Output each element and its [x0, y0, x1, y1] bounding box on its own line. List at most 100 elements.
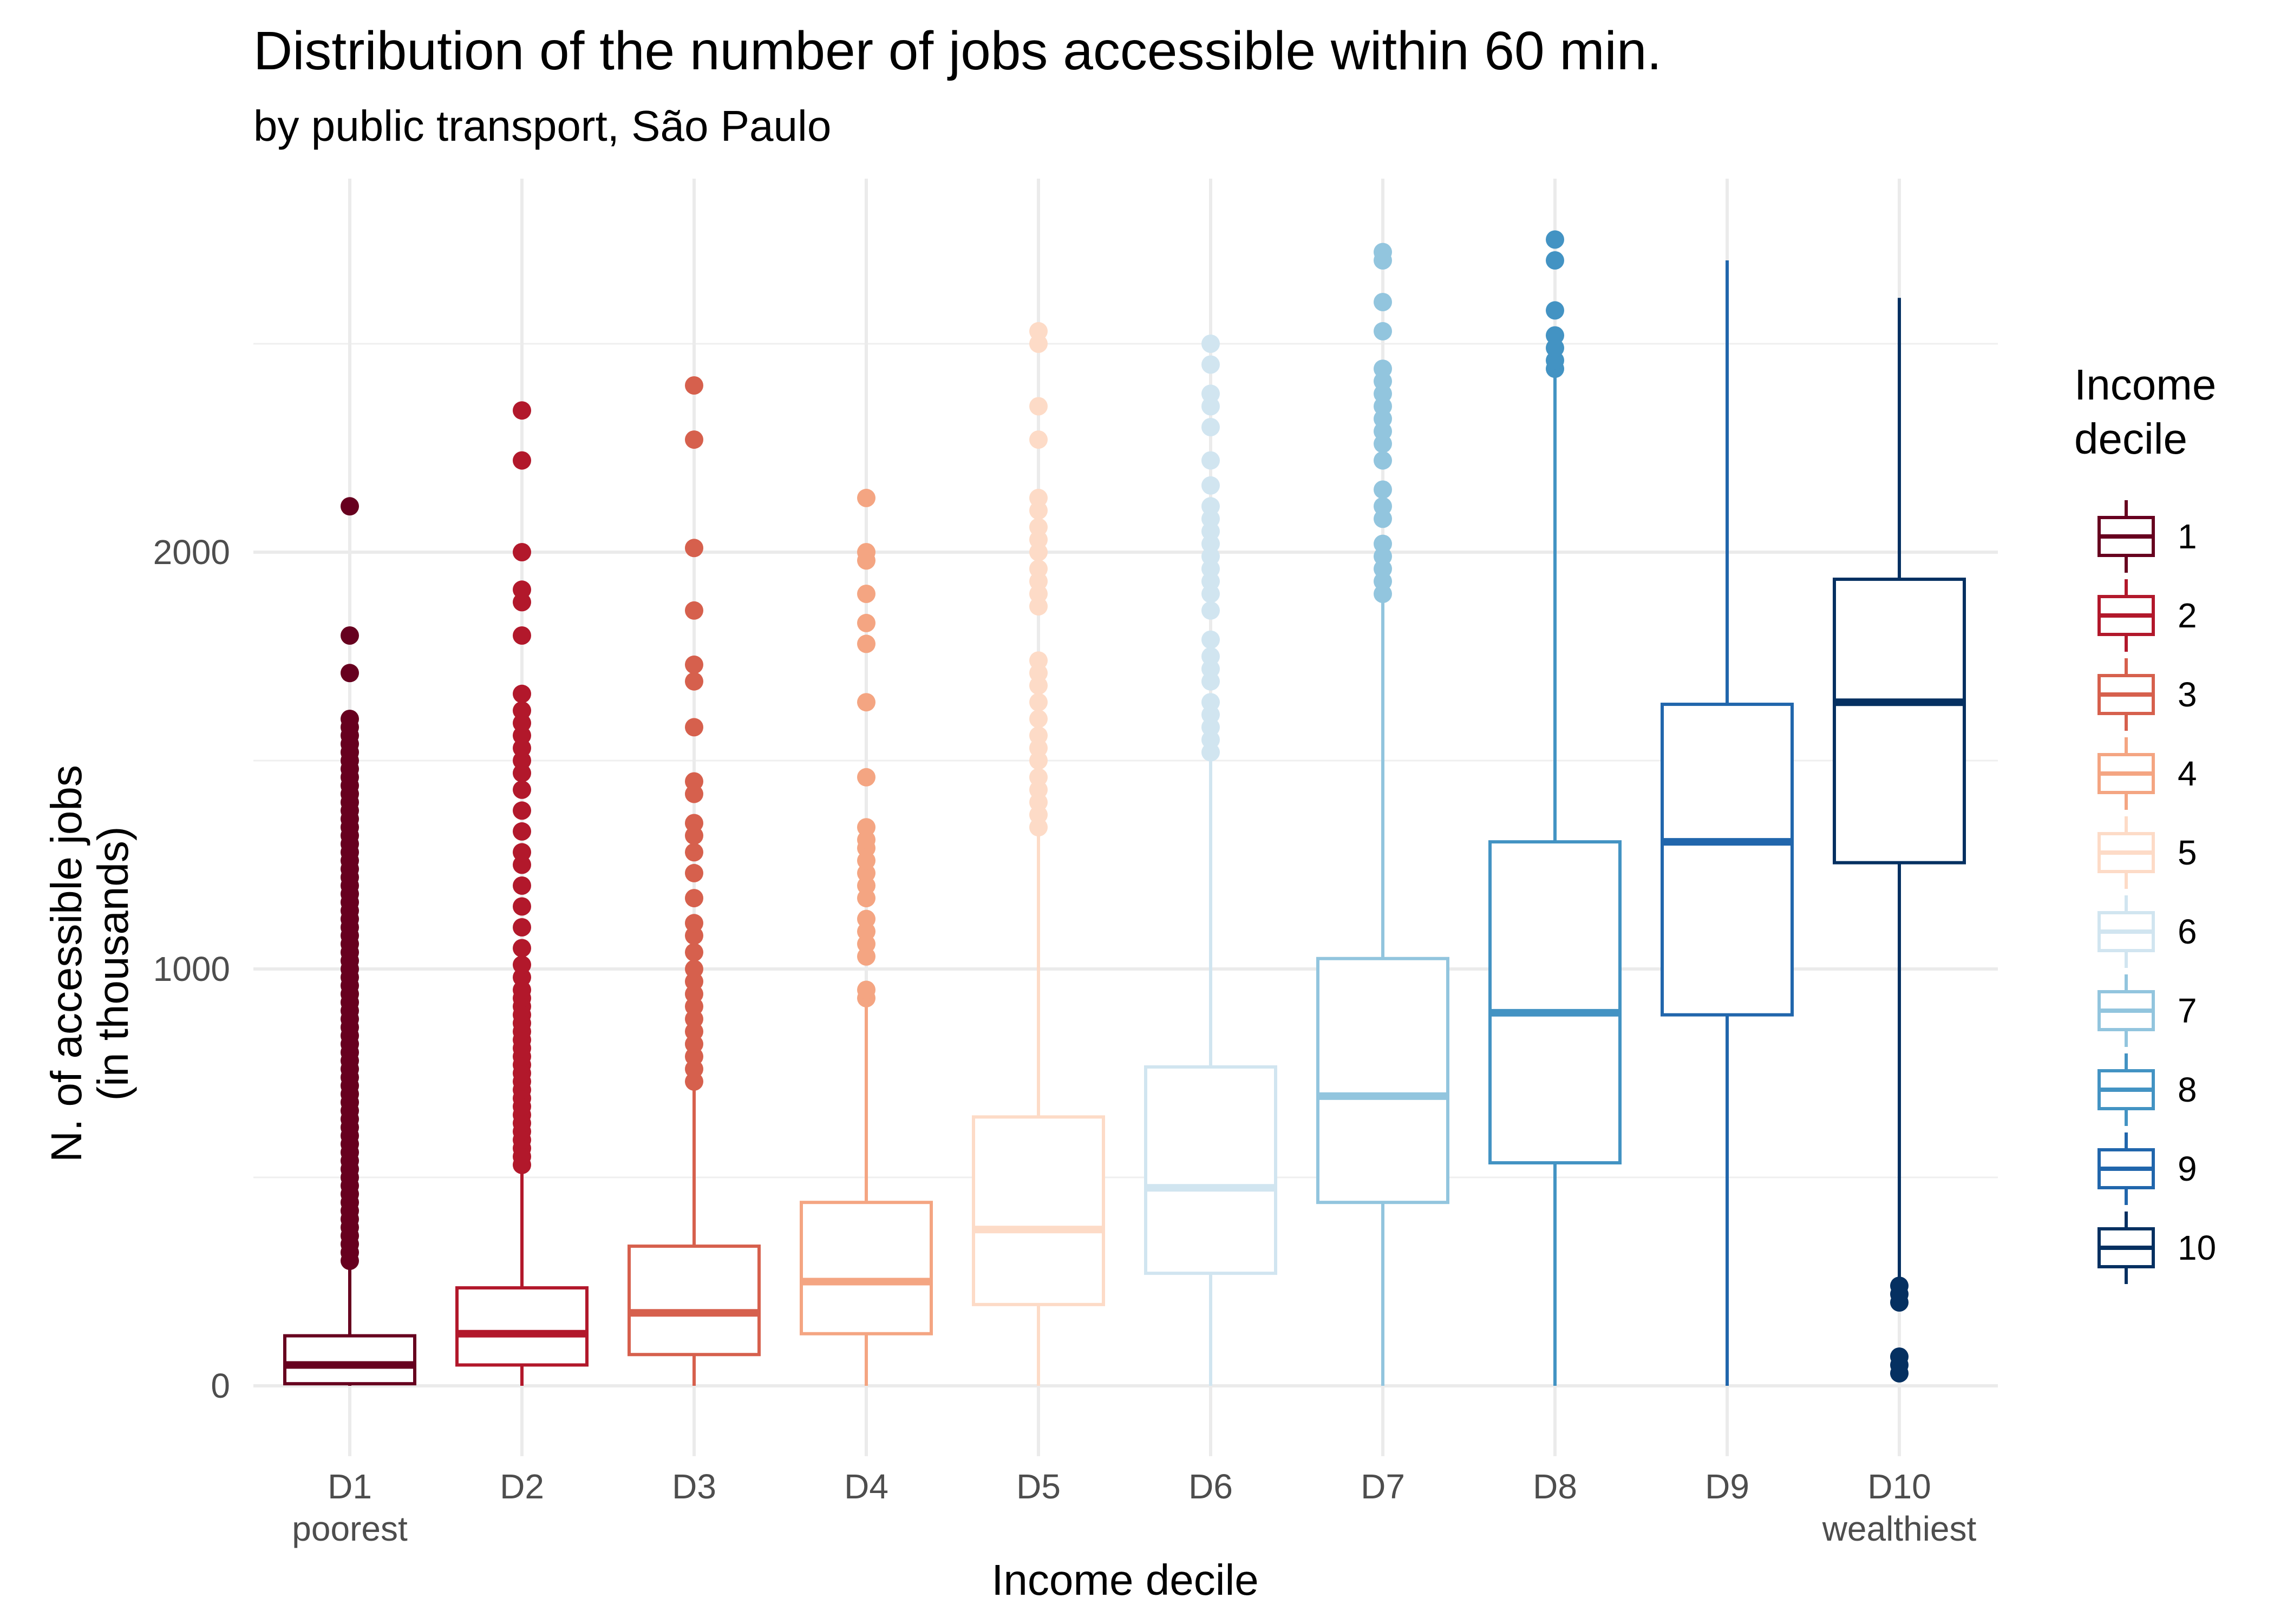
- x-tick-label-D4: D4: [844, 1467, 888, 1506]
- outlier-D2-40: [513, 626, 531, 645]
- outlier-D7-8: [1374, 451, 1392, 470]
- outlier-D3-19: [685, 772, 703, 791]
- outlier-D5-4: [1029, 768, 1048, 787]
- iqr-box-D3: [628, 1245, 761, 1357]
- outlier-D8-3: [1546, 326, 1564, 345]
- outlier-D3-20: [685, 718, 703, 737]
- outlier-D3-17: [685, 814, 703, 833]
- legend-label-10: 10: [2178, 1228, 2216, 1267]
- legend: Income decile 1 2 3 4 5 6 7 8 9 10: [2074, 361, 2216, 1284]
- y-tick-label-1: 1000: [153, 949, 230, 988]
- iqr-box-D4: [800, 1201, 933, 1335]
- legend-label-1: 1: [2178, 517, 2197, 556]
- legend-item-2: 2: [2097, 579, 2197, 652]
- legend-title-line-2: decile: [2074, 415, 2187, 463]
- legend-title-line-1: Income: [2074, 361, 2216, 409]
- outlier-D10-2: [1890, 1347, 1909, 1366]
- outlier-D3-10: [685, 943, 703, 962]
- outlier-D7-17: [1374, 293, 1392, 311]
- outlier-D3-15: [685, 843, 703, 862]
- outlier-D1-66: [341, 664, 359, 683]
- legend-label-9: 9: [2178, 1149, 2197, 1188]
- iqr-box-D7: [1316, 957, 1449, 1204]
- outlier-D5-23: [1029, 397, 1048, 416]
- x-tick-label-D7: D7: [1361, 1467, 1405, 1506]
- outlier-D3-21: [685, 672, 703, 691]
- outlier-D6-9: [1201, 601, 1220, 620]
- box-D6: [1144, 335, 1277, 1386]
- outlier-D4-20: [857, 488, 875, 507]
- outlier-D6-18: [1201, 476, 1220, 495]
- outlier-D5-19: [1029, 518, 1048, 536]
- chart-title: Distribution of the number of jobs acces…: [253, 21, 1662, 81]
- outlier-D2-26: [513, 897, 531, 916]
- outlier-D7-4: [1374, 534, 1392, 553]
- outlier-D4-1: [857, 980, 875, 999]
- x-axis-title: Income decile: [991, 1556, 1259, 1604]
- legend-item-9: 9: [2097, 1132, 2197, 1205]
- outlier-D6-24: [1201, 335, 1220, 353]
- iqr-box-D1: [283, 1334, 416, 1386]
- outlier-D10-5: [1890, 1276, 1909, 1295]
- outlier-D1-65: [341, 710, 359, 728]
- outlier-D2-27: [513, 876, 531, 895]
- outlier-D5-21: [1029, 488, 1048, 507]
- y-axis-ticks: 0 1000 2000: [153, 533, 230, 1405]
- y-axis-title-line-2: (in thousands): [89, 827, 137, 1101]
- outlier-D8-6: [1546, 230, 1564, 249]
- iqr-box-D10: [1833, 578, 1966, 865]
- box-D5: [972, 322, 1105, 1386]
- iqr-box-D2: [455, 1286, 589, 1367]
- outlier-D7-7: [1374, 480, 1392, 499]
- iqr-box-D6: [1144, 1065, 1277, 1275]
- iqr-box-D8: [1488, 840, 1622, 1165]
- legend-label-3: 3: [2178, 675, 2197, 714]
- outlier-D2-43: [513, 543, 531, 561]
- outlier-D6-7: [1201, 647, 1220, 666]
- x-tick-label-D5: D5: [1016, 1467, 1061, 1506]
- outlier-D7-6: [1374, 497, 1392, 516]
- x-tick-label-D10: D10: [1867, 1467, 1931, 1506]
- x-tick-sublabel-D1: poorest: [292, 1509, 408, 1548]
- legend-label-4: 4: [2178, 754, 2197, 793]
- legend-item-7: 7: [2097, 974, 2197, 1047]
- outlier-D6-19: [1201, 451, 1220, 470]
- outlier-D7-19: [1374, 243, 1392, 261]
- box-D1: [283, 497, 416, 1386]
- outlier-D1-68: [341, 497, 359, 516]
- outlier-D4-16: [857, 613, 875, 632]
- legend-item-3: 3: [2097, 658, 2197, 731]
- legend-item-8: 8: [2097, 1053, 2197, 1126]
- outlier-D4-5: [857, 909, 875, 928]
- outlier-D2-31: [513, 801, 531, 820]
- outlier-D4-13: [857, 768, 875, 787]
- box-D2: [455, 401, 589, 1386]
- legend-item-5: 5: [2097, 816, 2197, 889]
- outlier-D3-14: [685, 863, 703, 882]
- box-D3: [628, 376, 761, 1386]
- x-tick-label-D1: D1: [328, 1467, 372, 1506]
- outlier-D3-25: [685, 430, 703, 449]
- chart-subtitle: by public transport, São Paulo: [253, 102, 831, 150]
- outlier-D4-15: [857, 634, 875, 653]
- x-tick-label-D6: D6: [1188, 1467, 1233, 1506]
- y-tick-label-0: 0: [211, 1366, 230, 1405]
- x-tick-label-D8: D8: [1533, 1467, 1577, 1506]
- y-axis-title-line-1: N. of accessible jobs: [42, 765, 90, 1162]
- outlier-D2-38: [513, 701, 531, 720]
- outlier-D6-20: [1201, 418, 1220, 436]
- outlier-D2-44: [513, 451, 531, 470]
- outlier-D8-5: [1546, 251, 1564, 270]
- box-D7: [1316, 243, 1449, 1386]
- box-D10: [1833, 298, 1966, 1383]
- outlier-D1-67: [341, 626, 359, 645]
- outlier-D3-12: [685, 914, 703, 933]
- outlier-D7-16: [1374, 322, 1392, 340]
- outlier-D5-8: [1029, 710, 1048, 728]
- outlier-D2-32: [513, 780, 531, 799]
- iqr-box-D9: [1661, 703, 1794, 1017]
- box-D8: [1488, 230, 1622, 1386]
- outlier-D2-42: [513, 580, 531, 599]
- outlier-D6-8: [1201, 630, 1220, 649]
